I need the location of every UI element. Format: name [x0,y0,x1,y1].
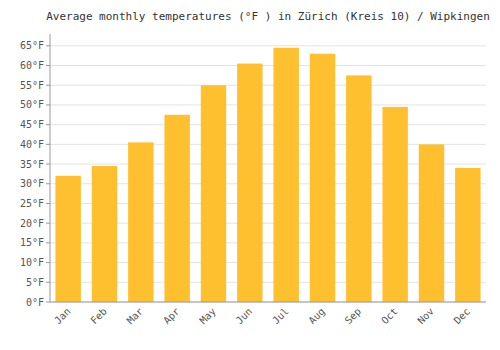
bar [310,54,335,302]
bar [164,115,189,302]
tick-mark [46,282,50,283]
tick-label: 20°F [20,218,44,229]
tick-mark [46,124,50,125]
background [0,0,500,350]
grid-line [50,302,486,303]
grid-line [50,45,486,46]
title: Average monthly temperatures (°F ) in Zü… [46,10,490,23]
tick-mark [46,164,50,165]
tick-label: 5°F [26,277,44,288]
chart: Average monthly temperatures (°F ) in Zü… [0,0,500,350]
grid-line [50,104,486,105]
tick-label: 35°F [20,159,44,170]
tick-label: 60°F [20,60,44,71]
grid [50,46,486,302]
tick-label: Sep [343,306,364,327]
bar [382,107,407,302]
tick-mark [46,262,50,263]
bar [273,48,298,302]
tick-label: 65°F [20,40,44,51]
tick-mark [46,203,50,204]
tick-mark [46,65,50,66]
bar [92,166,117,302]
tick-label: Dec [452,306,473,327]
tick-label: 50°F [20,99,44,110]
tick-label: 0°F [26,297,44,308]
grid-line [50,85,486,86]
y-axis: 0°F 5°F 10°F 15°F 20°F 25°F 30°F 35°F 40°F 45°F 50… [20,34,50,308]
bar [346,75,371,302]
tick-label: May [197,306,218,327]
tick-label: Jul [270,306,291,327]
tick-mark [46,183,50,184]
grid-line [50,124,486,125]
bar [55,176,80,302]
tick-label: 30°F [20,178,44,189]
tick-mark [46,104,50,105]
tick-mark [46,223,50,224]
bar [455,168,480,302]
tick-label: 45°F [20,119,44,130]
tick-mark [46,85,50,86]
grid-line [50,65,486,66]
bar [128,142,153,302]
tick-label: Oct [379,306,400,327]
x-axis-line [50,302,486,303]
bar [201,85,226,302]
tick-label: Feb [88,306,109,327]
tick-mark [46,45,50,46]
bar [237,64,262,302]
tick-label: 55°F [20,80,44,91]
tick-label: 40°F [20,139,44,150]
tick-label: 25°F [20,198,44,209]
tick-label: Jan [52,306,73,327]
tick-label: 15°F [20,237,44,248]
tick-mark [46,242,50,243]
tick-label: Mar [125,306,146,327]
tick-label: Jun [234,306,255,327]
tick-label: Apr [161,306,182,327]
x-axis: Jan Feb Mar Apr May Jun Jul Aug Sep Oct Nov Dec [50,302,486,326]
tick-label: Nov [415,306,436,327]
tick-label: Aug [306,306,327,327]
tick-mark [46,144,50,145]
tick-mark [46,302,50,303]
tick-label: 10°F [20,257,44,268]
y-axis-line [50,34,51,302]
bar [419,144,444,302]
